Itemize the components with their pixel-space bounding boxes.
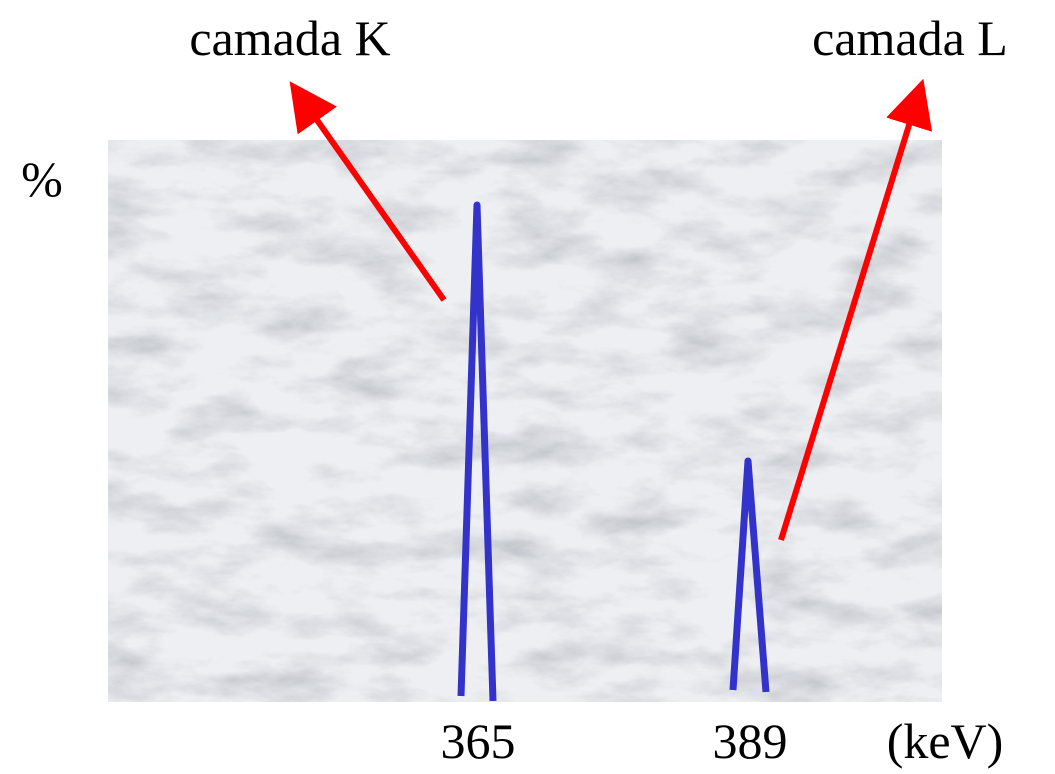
peak-label: 389 [713,713,788,769]
peak-l [729,457,770,693]
label-l: camada L [812,10,1008,66]
arrow-l [778,78,933,541]
label-k: camada K [189,10,390,66]
y-axis-label: % [21,151,63,207]
peak-label: 365 [441,713,516,769]
arrow-k [289,81,447,302]
peak-k [457,201,497,702]
x-unit: (keV) [887,713,1004,769]
marble-texture [108,140,942,702]
